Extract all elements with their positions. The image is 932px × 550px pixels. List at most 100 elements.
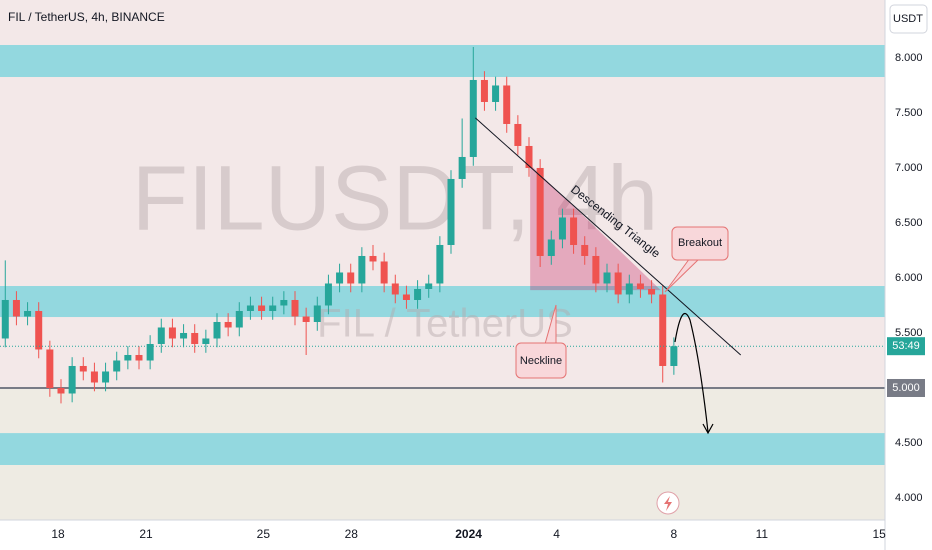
y-tick-label: 4.000 [895,492,923,504]
zone [0,433,885,465]
candle-body [57,387,65,394]
candle-body [603,272,611,284]
candle-body [614,272,622,295]
x-tick-label: 2024 [455,527,482,541]
candle-body [536,167,544,256]
candle-body [547,239,555,256]
candle-body [191,332,199,344]
candle-body [347,272,355,284]
breakout-label: Breakout [678,237,722,249]
candle-body [414,288,422,300]
candle-body [447,178,455,245]
last-price-box [887,337,925,356]
zone [0,44,885,78]
candle-body [570,217,578,245]
x-tick-label: 28 [345,527,359,541]
candle-body [224,321,232,328]
candle-body [258,305,266,311]
candle-body [302,316,310,322]
neckline-box [515,342,567,379]
candle-body [1,299,9,339]
x-tick-label: 4 [553,527,560,541]
currency-button[interactable] [889,4,928,34]
last-price-label: 53:49 [892,340,920,352]
candle-body [581,244,589,256]
candle-body [670,346,678,366]
x-tick-label: 15 [872,527,886,541]
time-axis [0,520,885,550]
candle-body [436,244,444,284]
candle-body [425,283,433,289]
candle-body [480,79,488,102]
projection-arrow [674,313,709,433]
candle-body [79,365,87,372]
x-tick-label: 18 [51,527,65,541]
price-axis [885,0,932,550]
candle-body [369,255,377,262]
candle-body [235,310,243,328]
x-tick-label: 11 [756,527,769,541]
y-tick-label: 5.500 [895,327,923,339]
candle-body [168,327,176,339]
candle-body [558,217,566,240]
candle-body [469,79,477,157]
currency-label: USDT [893,13,923,25]
chart-title: FIL / TetherUS, 4h, BINANCE [8,10,165,24]
candle-body [648,288,656,295]
candle-body [625,283,633,295]
candle-body [135,354,143,361]
candle-body [324,283,332,306]
candle-body [157,327,165,344]
candle-body [380,261,388,284]
candle-body [336,272,344,284]
candle-body [146,343,154,361]
candle-body [269,305,277,311]
y-tick-label: 6.500 [895,217,923,229]
candle-body [246,305,254,311]
candle-body [313,305,321,322]
candle-body [514,123,522,146]
candle-body [280,299,288,306]
candle-body [391,283,399,295]
arrow-head [702,423,714,435]
candle-body [525,145,533,168]
y-tick-label: 6.000 [895,272,923,284]
candle-body [180,332,188,339]
candle-body [202,338,210,344]
support-price-label: 5.000 [892,382,920,394]
support-price-box [887,378,925,397]
x-tick-label: 25 [257,527,271,541]
candle-body [592,255,600,284]
candle-body [636,283,644,289]
candle-body [12,299,20,317]
candle-body [291,299,299,317]
y-tick-label: 7.000 [895,162,923,174]
candle-body [402,294,410,300]
candle-body [492,85,500,102]
x-tick-label: 8 [671,527,678,541]
lightning-glyph [664,496,672,511]
breakout-box [671,226,729,261]
x-tick-label: 21 [139,527,153,541]
trendline [475,117,742,356]
watermark-sub: FIL / TetherUS [317,302,573,346]
candle-body [68,365,76,394]
y-tick-label: 8.000 [895,52,923,64]
candle-body [24,310,32,317]
zone [0,286,885,318]
candle-body [503,85,511,124]
y-tick-label: 7.500 [895,107,923,119]
candle-body [124,354,132,361]
candle-body [458,156,466,179]
candle-body [358,255,366,284]
candle-body [35,310,43,350]
candle-body [659,294,667,366]
neckline-label: Neckline [520,355,562,367]
candle-body [113,360,121,372]
candle-body [90,371,98,383]
candle-body [213,321,221,339]
candle-body [102,371,110,383]
candle-body [46,349,54,388]
y-tick-label: 4.500 [895,437,923,449]
